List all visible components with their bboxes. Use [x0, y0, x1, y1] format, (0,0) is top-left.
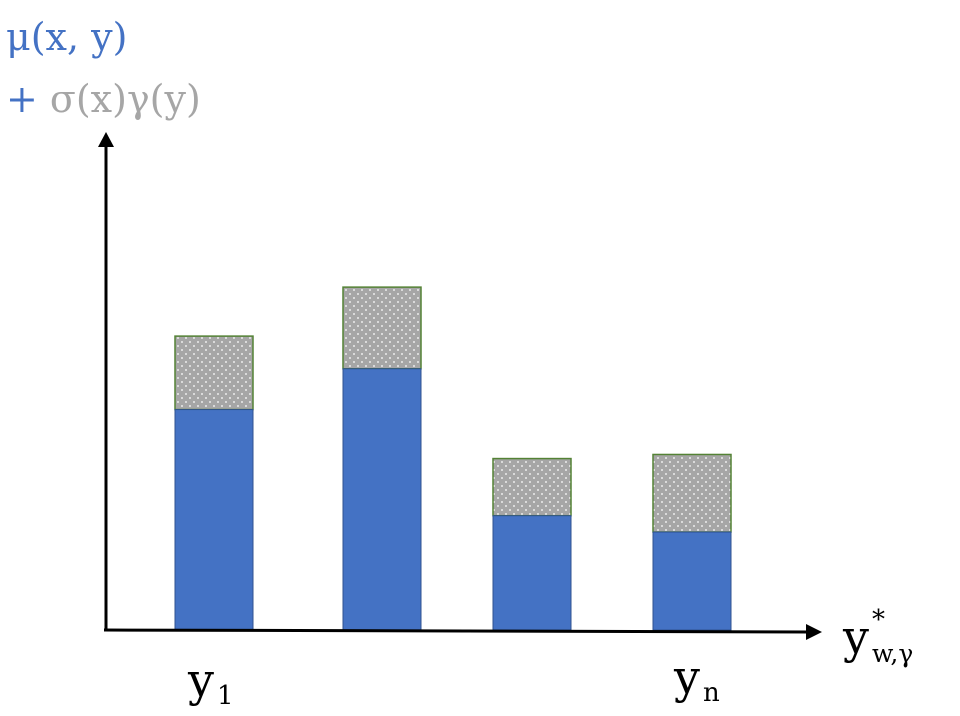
ylabel-uncertainty: + σ(x)γ(y) — [6, 77, 201, 121]
bar-mean-4 — [652, 531, 732, 631]
ylabel-plus-sign: + — [6, 77, 50, 121]
bar-uncertainty-1 — [174, 335, 254, 411]
xlabel-subscript: w,γ — [872, 639, 913, 668]
x-tick-first-subscript: 1 — [217, 681, 234, 711]
x-tick-last: y n — [673, 650, 720, 708]
ylabel-mean: μ(x, y) — [6, 15, 127, 59]
x-tick-last-base: y — [673, 650, 700, 704]
bar-mean-3 — [492, 515, 572, 631]
xlabel-base: y — [842, 610, 869, 664]
bar-uncertainty-3 — [492, 457, 572, 517]
x-axis — [103, 628, 811, 634]
bar-mean-1 — [174, 409, 254, 631]
bar-mean-2 — [342, 368, 422, 631]
ylabel-mean-text: μ(x, y) — [6, 15, 127, 59]
bar-uncertainty-4 — [652, 453, 732, 533]
x-tick-last-subscript: n — [703, 678, 720, 708]
xlabel: y * w,γ — [842, 605, 913, 668]
x-tick-first: y 1 — [187, 653, 234, 711]
x-tick-first-base: y — [187, 653, 214, 707]
ylabel-uncertainty-text: σ(x)γ(y) — [50, 77, 201, 121]
bars-group — [174, 286, 732, 631]
x-axis-arrowhead — [806, 624, 822, 640]
xlabel-superscript: * — [872, 605, 885, 635]
y-axis-arrowhead — [98, 132, 114, 147]
bar-uncertainty-2 — [342, 286, 422, 370]
